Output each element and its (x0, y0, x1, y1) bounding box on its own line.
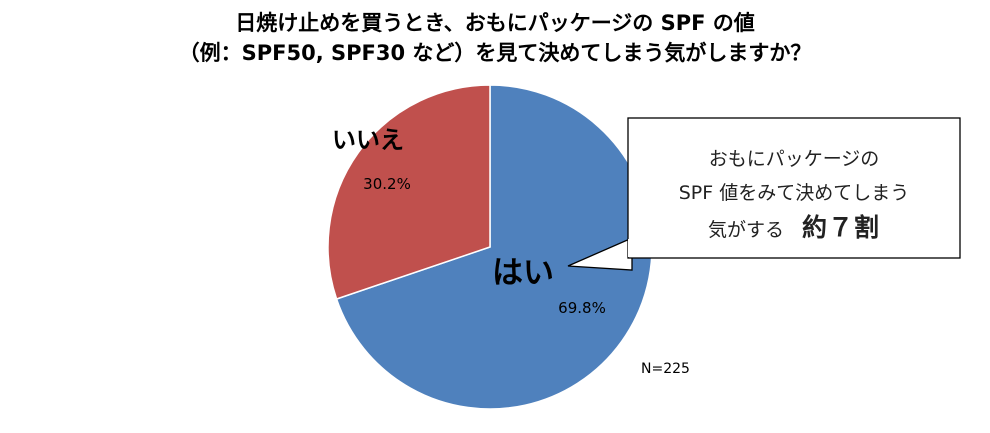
pie-slice-yes (335, 84, 653, 410)
slice-category-label: はい (492, 255, 554, 291)
callout-box (627, 117, 961, 259)
callout-line-2: SPF 値をみて決めてしまう (678, 182, 910, 204)
callout-line-1: おもにパッケージの (708, 148, 880, 170)
chart-title-line-2: （例：SPF50, SPF30 など）を見て決めてしまう気がしますか？ (178, 41, 812, 65)
slice-category-label: いいえ (332, 126, 404, 154)
callout-line-3-prefix: 気がする (707, 219, 784, 241)
callout-emphasis: 約７割 (802, 213, 881, 242)
chart-title-line-1: 日焼け止めを買うとき、おもにパッケージの SPF の値 (235, 11, 755, 35)
callout: おもにパッケージの SPF 値をみて決めてしまう 気がする 約７割 (628, 118, 960, 258)
callout-line-3: 気がする 約７割 (628, 208, 960, 244)
sample-size-label: N=225 (641, 361, 690, 377)
pie-slice-no (327, 84, 491, 300)
slice-percent-label: 69.8% (558, 299, 606, 317)
slice-percent-label: 30.2% (363, 175, 411, 193)
pie-slices (327, 84, 653, 410)
